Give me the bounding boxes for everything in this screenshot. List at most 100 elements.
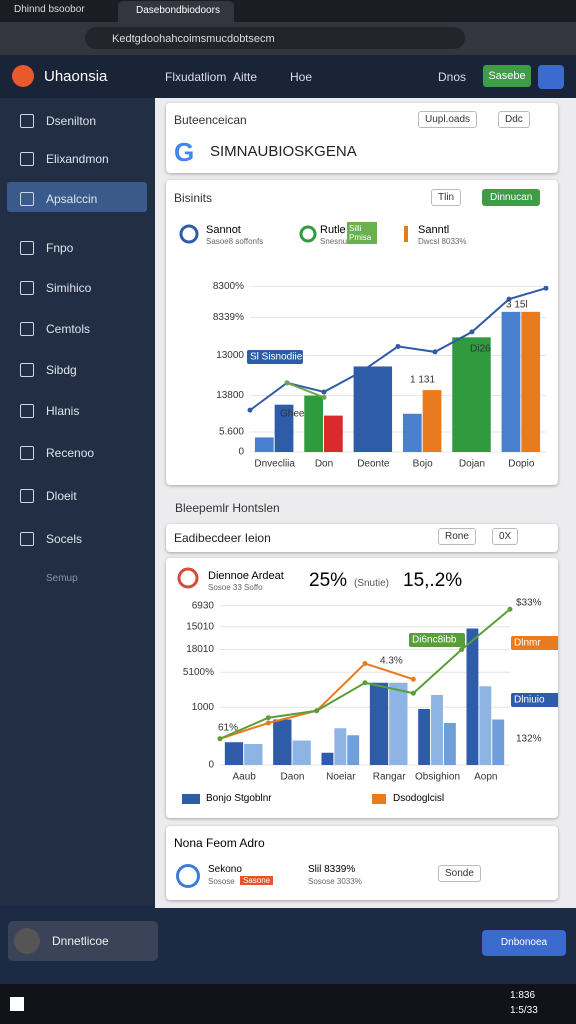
x-tick-label: Noeiar: [326, 772, 356, 783]
sidebar-item[interactable]: Socels: [46, 532, 83, 546]
card-title: Eadibecdeer Ieion: [174, 531, 271, 545]
bar: [224, 742, 244, 765]
action-button[interactable]: Sasebe: [483, 65, 531, 87]
sidebar-item[interactable]: Simihico: [46, 281, 92, 295]
x-tick-label: Aaub: [232, 772, 256, 783]
sidebar-item[interactable]: Recenoo: [46, 446, 95, 460]
action-button[interactable]: Dinnucan: [482, 189, 541, 206]
y-tick-label: 13800: [216, 390, 244, 401]
bar: [353, 366, 393, 452]
card: Buteenceican Uupl.oads Ddc G SIMNAUBIOSK…: [166, 103, 558, 173]
stat-sub: (Snutie): [354, 578, 390, 589]
bar: [402, 413, 422, 452]
bar: [274, 404, 294, 452]
line-point: [395, 343, 401, 349]
sidebar-item[interactable]: Dloeit: [46, 489, 77, 503]
nav-link[interactable]: Dnos: [438, 70, 467, 84]
annotation: Ghee: [280, 409, 305, 420]
nav-link[interactable]: Hoe: [290, 70, 313, 84]
y-tick-label: 8339%: [213, 312, 244, 323]
x-tick-label: Daon: [281, 772, 305, 783]
bar: [501, 311, 521, 452]
dropdown[interactable]: Tlin: [431, 189, 462, 206]
legend-name: Dsodoglcisl: [393, 793, 445, 804]
bar: [304, 395, 323, 452]
x-tick-label: Obsighion: [415, 772, 460, 783]
app-header: Uhaonsia Flxudatliom Aitte Hoe Dnos Sase…: [0, 55, 576, 98]
bar: [273, 719, 292, 765]
bar: [521, 311, 541, 452]
line-point: [265, 720, 271, 726]
nav-link[interactable]: Flxudatliom: [165, 70, 227, 84]
line-point: [507, 606, 513, 612]
logo-mark: G: [174, 137, 195, 167]
sidebar-icon: [20, 192, 34, 206]
logo-text: SIMNAUBIOSKGENA: [210, 143, 357, 160]
button[interactable]: Uupl.oads: [418, 111, 478, 128]
url-field[interactable]: [85, 27, 465, 49]
x-tick-label: Dopio: [508, 459, 535, 470]
button[interactable]: Ddc: [498, 111, 530, 128]
line-point: [469, 329, 475, 335]
item: Slil 8339%: [308, 864, 356, 875]
button[interactable]: Rone: [438, 528, 476, 545]
bar: [321, 752, 334, 765]
button[interactable]: Sonde: [438, 865, 481, 882]
brand: Uhaonsia: [44, 68, 108, 85]
section-title: Bleepemlr Hontslen: [175, 501, 280, 515]
line-point: [265, 715, 271, 721]
sidebar-item[interactable]: Apsalccin: [46, 192, 98, 206]
y-tick-label: 0: [238, 447, 244, 458]
sidebar-icon: [20, 404, 34, 418]
active-tab[interactable]: [118, 1, 234, 22]
sidebar-item[interactable]: Hlanis: [46, 404, 80, 418]
x-tick-label: Dnvecliia: [254, 459, 295, 470]
tab[interactable]: Dhinnd bsoobor: [14, 4, 85, 15]
legend-name: Sannot: [206, 224, 241, 236]
card: Eadibecdeer Ieion Rone 0X: [166, 524, 558, 552]
y-tick-label: 5100%: [183, 667, 214, 678]
start-button[interactable]: [10, 997, 24, 1011]
legend-title: Diennoe Ardeat: [208, 570, 284, 582]
sidebar-item[interactable]: Dsenilton: [46, 114, 97, 128]
legend-name: Rutle: [320, 224, 346, 236]
line-point: [314, 708, 320, 714]
chart: 0 5.600 13800 13000 8339% 8300% Dnvecliia Don De…: [179, 224, 549, 470]
y-tick-label: 8300%: [213, 281, 244, 292]
icon-button[interactable]: [538, 65, 564, 89]
annotation: 3 15l: [506, 300, 528, 311]
bar: [443, 723, 456, 765]
y-tick-label: 0: [208, 760, 214, 771]
chart: 0 1000 5100% 18010 15010 6930 Aaub Daon Noeiar Ra…: [177, 567, 558, 804]
annotation: Di6nc8ibb: [412, 635, 457, 646]
line-point: [459, 647, 465, 652]
tab-bar: Dhinnd bsoobor Dasebondbiodoors: [0, 0, 576, 22]
url[interactable]: Kedtgdoohahcoimsmucdobtsecm: [112, 33, 275, 45]
card-title: Bisinits: [174, 191, 213, 205]
annotation: Sl Sisnodiien: [250, 352, 308, 363]
bar: [418, 709, 431, 765]
line-point: [321, 394, 327, 400]
card: Nona Feom Adro Sekono Sosose Sasone Slil…: [166, 826, 558, 900]
nav-link[interactable]: Aitte: [233, 70, 258, 84]
sidebar-icon: [20, 363, 34, 377]
user-chip[interactable]: Dnnetlicoe: [8, 921, 158, 961]
sidebar-item[interactable]: Cemtols: [46, 322, 91, 336]
annotation-bg: [511, 636, 558, 650]
sidebar-icon: [20, 241, 34, 255]
sidebar-item[interactable]: Sibdg: [46, 363, 77, 377]
y-tick-label: 18010: [186, 644, 214, 655]
user-name: Dnnetlicoe: [52, 934, 109, 948]
tab[interactable]: Dasebondbiodoors: [136, 5, 220, 16]
y-tick-label: 13000: [216, 350, 244, 361]
sidebar-icon: [20, 152, 34, 166]
action-button[interactable]: Dnbonoea: [482, 930, 566, 956]
sidebar-item[interactable]: Fnpo: [46, 241, 74, 255]
button[interactable]: 0X: [492, 528, 519, 545]
bar: [324, 415, 343, 452]
bar: [244, 744, 263, 765]
sidebar: Dsenilton Elixandmon Apsalccin Fnpo Simihico…: [0, 98, 155, 905]
bar: [292, 740, 311, 765]
sidebar-footer: Semup: [46, 573, 78, 584]
sidebar-item[interactable]: Elixandmon: [46, 152, 109, 166]
